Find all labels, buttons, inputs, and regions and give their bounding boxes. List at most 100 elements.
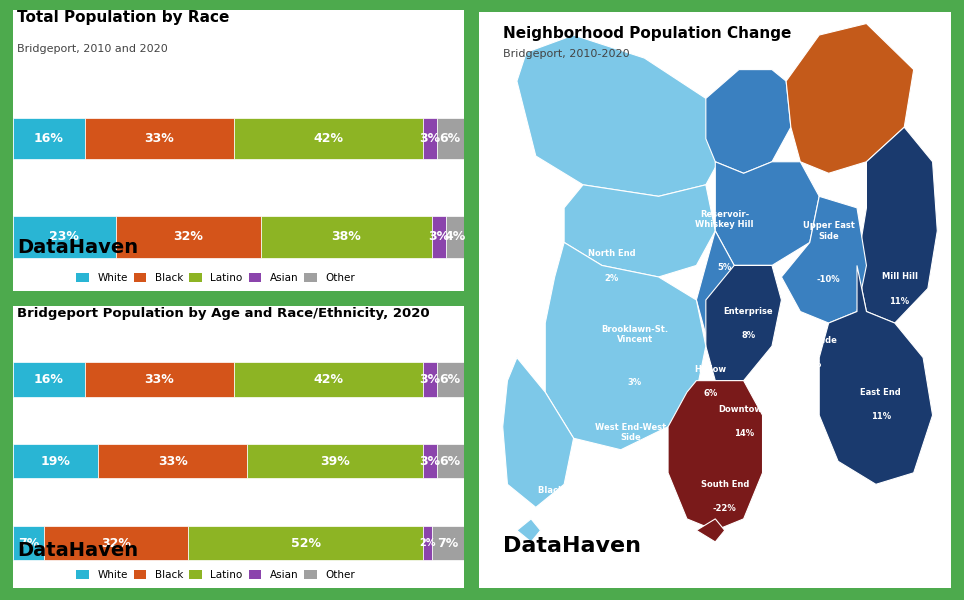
Text: 42%: 42% <box>313 373 343 386</box>
Bar <box>117 216 260 257</box>
Text: DataHaven: DataHaven <box>17 238 138 257</box>
Text: 6%: 6% <box>704 389 717 398</box>
Text: Mill Hill: Mill Hill <box>881 272 918 281</box>
Bar <box>423 362 437 397</box>
Text: Neighborhood Population Change: Neighborhood Population Change <box>503 26 791 41</box>
Bar <box>437 444 464 478</box>
Text: 52%: 52% <box>291 536 321 550</box>
Text: 4%: 4% <box>444 230 466 244</box>
Bar <box>13 362 85 397</box>
Text: DataHaven: DataHaven <box>503 536 641 556</box>
Bar <box>44 526 189 560</box>
Text: 2%: 2% <box>419 538 436 548</box>
Polygon shape <box>517 519 541 542</box>
Bar <box>233 362 423 397</box>
Bar <box>423 444 437 478</box>
Text: Reservoir-
Whiskey Hill: Reservoir- Whiskey Hill <box>695 209 754 229</box>
Text: 11%: 11% <box>870 412 891 421</box>
Bar <box>437 362 464 397</box>
Text: Black Rock: Black Rock <box>539 485 590 494</box>
Bar <box>437 118 464 159</box>
Text: 16%: 16% <box>34 132 64 145</box>
Bar <box>13 216 117 257</box>
Text: 6%: 6% <box>440 132 461 145</box>
Text: 2%: 2% <box>604 274 619 283</box>
Text: 33%: 33% <box>145 373 174 386</box>
Polygon shape <box>706 70 790 173</box>
Text: Hollow: Hollow <box>694 365 727 374</box>
Bar <box>260 216 432 257</box>
Bar <box>423 526 432 560</box>
Text: 33%: 33% <box>158 455 188 468</box>
Polygon shape <box>668 380 763 530</box>
Text: Brooklawn-St.
Vincent: Brooklawn-St. Vincent <box>602 325 669 344</box>
Text: DataHaven: DataHaven <box>17 541 138 560</box>
Legend: White, Black, Latino, Asian, Other: White, Black, Latino, Asian, Other <box>76 273 355 283</box>
Polygon shape <box>546 242 706 450</box>
Text: 11%: 11% <box>890 296 910 305</box>
Text: 7%: 7% <box>438 536 459 550</box>
Text: 3%: 3% <box>419 373 441 386</box>
Bar <box>233 118 423 159</box>
Bar <box>445 216 464 257</box>
Text: 39%: 39% <box>320 455 350 468</box>
Bar <box>85 362 233 397</box>
Text: 7%: 7% <box>17 536 39 550</box>
Text: -22%: -22% <box>712 504 736 513</box>
Text: 14%: 14% <box>734 429 754 438</box>
Text: 4%: 4% <box>623 476 637 485</box>
Text: Upper East
Side: Upper East Side <box>803 221 855 241</box>
Text: 23%: 23% <box>49 230 79 244</box>
Text: 33%: 33% <box>145 132 174 145</box>
Text: 6%: 6% <box>440 373 461 386</box>
Text: 3%: 3% <box>419 455 441 468</box>
Text: 3%: 3% <box>628 379 642 388</box>
Text: Downtown: Downtown <box>718 405 768 414</box>
Text: 16%: 16% <box>34 373 64 386</box>
Text: East Side: East Side <box>792 336 837 345</box>
Text: 5%: 5% <box>808 360 821 369</box>
Polygon shape <box>715 162 819 265</box>
Text: 8%: 8% <box>741 331 756 340</box>
Bar <box>432 216 445 257</box>
Text: Bridgeport, 2010-2020: Bridgeport, 2010-2020 <box>503 49 629 59</box>
Text: 42%: 42% <box>313 132 343 145</box>
Text: 38%: 38% <box>332 230 362 244</box>
Text: South End: South End <box>701 480 749 489</box>
Polygon shape <box>787 23 914 173</box>
Text: 5%: 5% <box>717 263 732 272</box>
Text: -10%: -10% <box>817 275 841 284</box>
Polygon shape <box>819 265 932 484</box>
Bar <box>189 526 423 560</box>
Bar <box>85 118 233 159</box>
Legend: White, Black, Latino, Asian, Other: White, Black, Latino, Asian, Other <box>76 570 355 580</box>
Bar <box>13 444 98 478</box>
Text: Enterprise: Enterprise <box>724 307 773 316</box>
Text: Total Population by Race: Total Population by Race <box>17 10 229 25</box>
Text: West End-West
Side: West End-West Side <box>595 423 666 442</box>
Text: Bridgeport Population by Age and Race/Ethnicity, 2020: Bridgeport Population by Age and Race/Et… <box>17 307 430 320</box>
Polygon shape <box>706 265 782 380</box>
Polygon shape <box>503 358 574 508</box>
Polygon shape <box>696 519 725 542</box>
Text: 1%: 1% <box>557 510 572 519</box>
Text: 3%: 3% <box>428 230 449 244</box>
Polygon shape <box>564 185 715 277</box>
Polygon shape <box>517 35 725 196</box>
Polygon shape <box>782 196 867 323</box>
Text: 19%: 19% <box>40 455 70 468</box>
Polygon shape <box>857 127 937 323</box>
Text: East End: East End <box>860 388 901 397</box>
Bar <box>13 526 44 560</box>
Bar <box>432 526 464 560</box>
Bar <box>98 444 247 478</box>
Bar <box>247 444 423 478</box>
Bar <box>423 118 437 159</box>
Text: North End: North End <box>587 250 635 259</box>
Bar <box>13 118 85 159</box>
Text: 32%: 32% <box>174 230 203 244</box>
Text: 32%: 32% <box>101 536 131 550</box>
Text: 3%: 3% <box>419 132 441 145</box>
Text: Bridgeport, 2010 and 2020: Bridgeport, 2010 and 2020 <box>17 44 168 54</box>
Polygon shape <box>696 231 782 346</box>
